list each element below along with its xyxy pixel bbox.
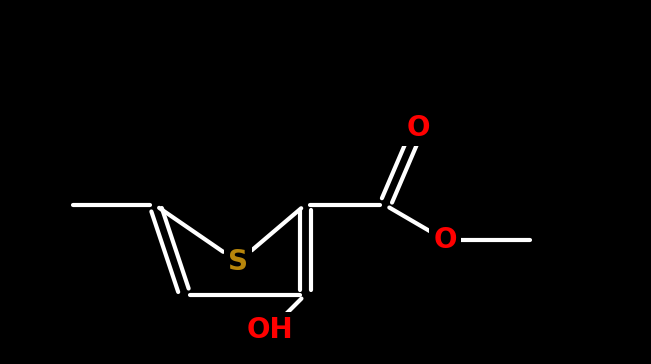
- Text: O: O: [406, 114, 430, 142]
- Text: O: O: [434, 226, 457, 254]
- Text: S: S: [228, 248, 248, 276]
- Text: OH: OH: [247, 316, 294, 344]
